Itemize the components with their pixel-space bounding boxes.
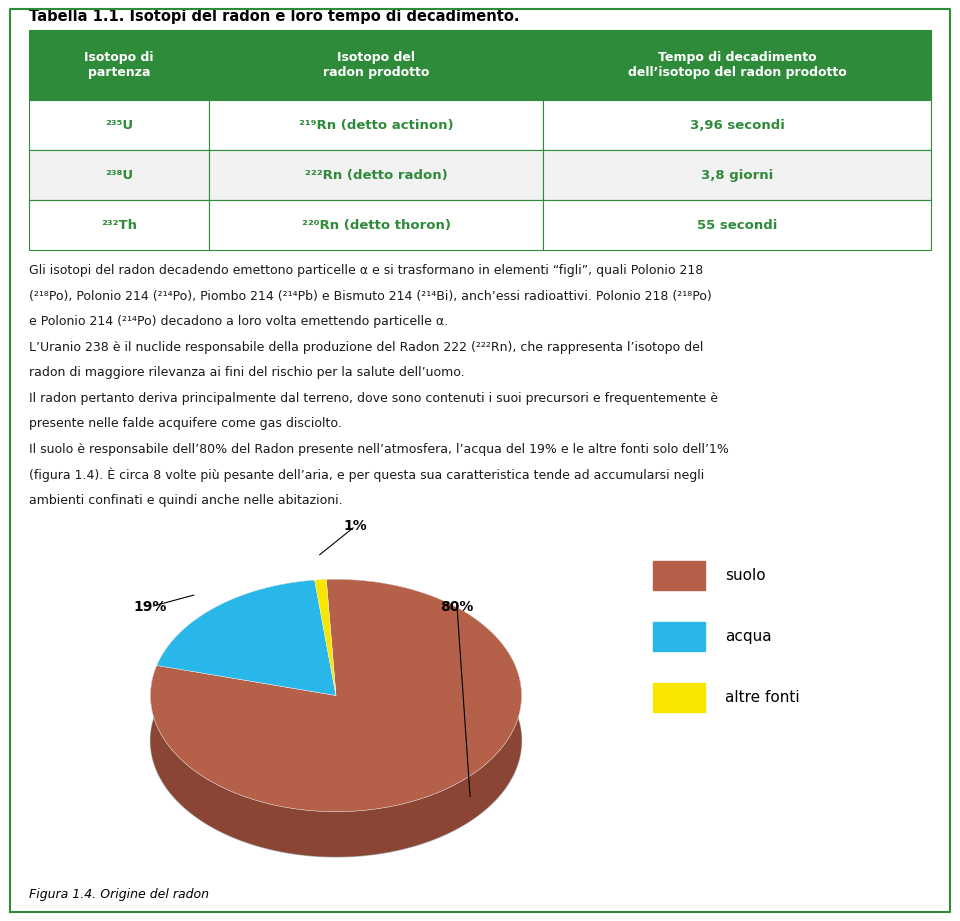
Text: ambienti confinati e quindi anche nelle abitazioni.: ambienti confinati e quindi anche nelle … — [29, 494, 343, 507]
Text: Isotopo del
radon prodotto: Isotopo del radon prodotto — [323, 52, 429, 79]
Text: presente nelle falde acquifere come gas disciolto.: presente nelle falde acquifere come gas … — [29, 417, 342, 430]
Text: Tempo di decadimento
dell’isotopo del radon prodotto: Tempo di decadimento dell’isotopo del ra… — [628, 52, 847, 79]
Text: ²³⁵U: ²³⁵U — [105, 119, 133, 132]
Text: Tabella 1.1. Isotopi del radon e loro tempo di decadimento.: Tabella 1.1. Isotopi del radon e loro te… — [29, 8, 519, 24]
Text: Il suolo è responsabile dell’80% del Radon presente nell’atmosfera, l’acqua del : Il suolo è responsabile dell’80% del Rad… — [29, 443, 729, 456]
Text: 3,96 secondi: 3,96 secondi — [689, 119, 784, 132]
Text: ²²²Rn (detto radon): ²²²Rn (detto radon) — [305, 169, 447, 181]
Bar — [209, 100, 543, 150]
Text: Isotopo di
partenza: Isotopo di partenza — [84, 52, 154, 79]
Text: ²³²Th: ²³²Th — [101, 218, 137, 231]
Bar — [29, 100, 209, 150]
Text: e Polonio 214 (²¹⁴Po) decadono a loro volta emettendo particelle α.: e Polonio 214 (²¹⁴Po) decadono a loro vo… — [29, 315, 448, 328]
Text: radon di maggiore rilevanza ai fini del rischio per la salute dell’uomo.: radon di maggiore rilevanza ai fini del … — [29, 367, 465, 379]
Text: (figura 1.4). È circa 8 volte più pesante dell’aria, e per questa sua caratteris: (figura 1.4). È circa 8 volte più pesant… — [29, 468, 704, 482]
Text: ²²⁰Rn (detto thoron): ²²⁰Rn (detto thoron) — [301, 218, 451, 231]
Text: ²³⁸U: ²³⁸U — [105, 169, 133, 181]
Text: L’Uranio 238 è il nuclide responsabile della produzione del Radon 222 (²²²Rn), c: L’Uranio 238 è il nuclide responsabile d… — [29, 341, 703, 354]
Bar — [543, 200, 931, 250]
Bar — [543, 150, 931, 200]
Text: (²¹⁸Po), Polonio 214 (²¹⁴Po), Piombo 214 (²¹⁴Pb) e Bismuto 214 (²¹⁴Bi), anch’ess: (²¹⁸Po), Polonio 214 (²¹⁴Po), Piombo 214… — [29, 290, 711, 303]
Bar — [209, 200, 543, 250]
Bar — [209, 30, 543, 100]
Text: Il radon pertanto deriva principalmente dal terreno, dove sono contenuti i suoi : Il radon pertanto deriva principalmente … — [29, 391, 718, 404]
Bar — [209, 150, 543, 200]
Bar — [29, 200, 209, 250]
Bar — [29, 30, 209, 100]
Text: 55 secondi: 55 secondi — [697, 218, 778, 231]
Bar — [543, 30, 931, 100]
Text: ²¹⁹Rn (detto actinon): ²¹⁹Rn (detto actinon) — [299, 119, 453, 132]
Text: Figura 1.4. Origine del radon: Figura 1.4. Origine del radon — [29, 888, 209, 901]
Bar — [543, 100, 931, 150]
Bar — [29, 150, 209, 200]
Text: Gli isotopi del radon decadendo emettono particelle α e si trasformano in elemen: Gli isotopi del radon decadendo emettono… — [29, 264, 703, 277]
Text: 3,8 giorni: 3,8 giorni — [701, 169, 774, 181]
